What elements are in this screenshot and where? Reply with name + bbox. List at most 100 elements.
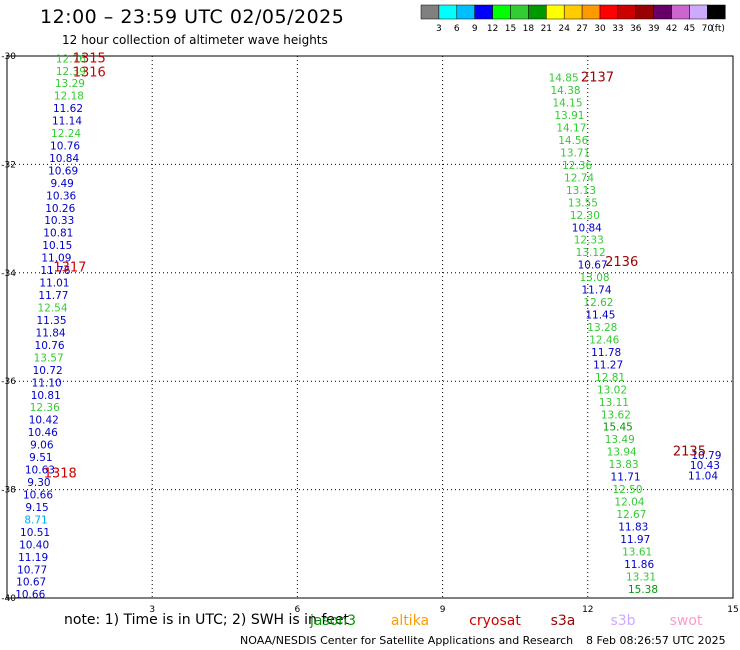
data-value-label: 13.55 — [568, 197, 598, 209]
data-value-label: 11.83 — [618, 521, 648, 533]
data-value-label: 11.97 — [620, 534, 650, 546]
data-value-label: 13.31 — [626, 571, 656, 583]
footer-timestamp: 8 Feb 08:26:57 UTC 2025 — [586, 634, 726, 647]
data-value-label: 11.27 — [593, 359, 623, 371]
data-value-label: 11.77 — [38, 290, 68, 302]
data-value-label: 10.69 — [48, 165, 78, 177]
data-value-label: 11.01 — [39, 278, 69, 290]
pass-number-label: 1318 — [44, 466, 77, 481]
data-value-label: 9.49 — [50, 178, 73, 190]
data-value-label: 10.51 — [20, 527, 50, 539]
colorbar-tick-label: 39 — [648, 24, 660, 34]
legend-entry: swot — [670, 613, 703, 629]
data-value-label: 11.04 — [688, 471, 718, 483]
footer-note-text: note: 1) Time is in UTC; 2) SWH is in fe… — [64, 612, 350, 628]
data-value-label: 11.86 — [624, 559, 654, 571]
chart-title: 12:00 – 23:59 UTC 02/05/2025 — [40, 6, 345, 28]
legend-entry: s3a — [551, 613, 576, 629]
data-value-label: 10.84 — [49, 153, 79, 165]
data-value-label: 12.54 — [37, 302, 67, 314]
colorbar-unit: (ft) — [711, 24, 725, 34]
colorbar-tick-label: 33 — [612, 24, 623, 34]
data-value-label: 10.81 — [43, 228, 73, 240]
colorbar-tick-label: 6 — [454, 24, 460, 34]
x-tick-label: 3 — [149, 605, 155, 615]
satellite-legend: jason3 altika cryosat s3a s3b swot — [309, 613, 703, 629]
x-tick-label: 6 — [295, 605, 301, 615]
y-tick-label: -34 — [1, 269, 16, 279]
colorbar-tick-label: 3 — [436, 24, 442, 34]
data-value-label: 13.61 — [622, 546, 652, 558]
data-value-label: 12.76 — [56, 54, 86, 66]
pass-number-label: 2136 — [605, 255, 638, 270]
data-value-label: 10.15 — [42, 240, 72, 252]
colorbar-tick-label: 12 — [487, 24, 498, 34]
colorbar-tick-label: 9 — [472, 24, 478, 34]
data-value-label: 12.33 — [574, 235, 604, 247]
data-value-label: 10.72 — [33, 365, 63, 377]
data-value-label: 10.67 — [16, 577, 46, 589]
data-value-label: 11.19 — [18, 552, 48, 564]
data-value-label: 11.84 — [36, 327, 66, 339]
data-value-label: 10.76 — [50, 140, 80, 152]
pass-number-label: 2135 — [673, 445, 706, 460]
data-value-label: 10.42 — [29, 415, 59, 427]
data-value-label: 11.78 — [591, 347, 621, 359]
colorbar-tick-label: 42 — [666, 24, 677, 34]
data-value-label: 13.94 — [607, 447, 637, 459]
colorbar-tick-label: 36 — [630, 24, 642, 34]
footer-note: note: 1) Time is in UTC; 2) SWH is in fe… — [64, 612, 349, 628]
data-value-label: 12.67 — [616, 509, 646, 521]
data-value-label: 12.36 — [562, 160, 592, 172]
data-value-label: 11.35 — [36, 315, 66, 327]
data-value-label: 15.38 — [628, 584, 658, 596]
chart-subtitle: 12 hour collection of altimeter wave hei… — [62, 33, 328, 47]
data-value-label: 10.81 — [31, 390, 61, 402]
data-value-label: 11.10 — [32, 377, 62, 389]
colorbar-tick-label: 18 — [523, 24, 535, 34]
data-value-label: 11.76 — [40, 265, 70, 277]
data-value-label: 13.11 — [599, 397, 629, 409]
colorbar-tick-label: 15 — [505, 24, 516, 34]
colorbar-tick-label: 24 — [558, 24, 570, 34]
footer-credit: NOAA/NESDIS Center for Satellite Applica… — [240, 634, 574, 647]
data-value-label: 12.36 — [30, 402, 60, 414]
data-value-label: 9.51 — [29, 452, 52, 464]
data-value-label: 15.45 — [603, 422, 633, 434]
pass-number-label: 1316 — [73, 65, 106, 80]
pass-number-label: 2137 — [581, 71, 614, 86]
data-value-label: 12.50 — [612, 484, 642, 496]
data-value-label: 10.33 — [44, 215, 74, 227]
data-value-label: 12.39 — [56, 66, 86, 78]
colorbar-tick-label: 45 — [684, 24, 695, 34]
data-value-label: 10.40 — [19, 539, 49, 551]
data-value-label: 10.76 — [35, 340, 65, 352]
data-value-label: 10.46 — [28, 427, 58, 439]
data-value-label: 12.24 — [51, 128, 81, 140]
data-value-label: 13.71 — [560, 147, 590, 159]
y-tick-label: -40 — [1, 594, 16, 604]
data-value-label: 11.14 — [52, 115, 82, 127]
colorbar-tick-label: 21 — [541, 24, 552, 34]
data-value-label: 14.15 — [552, 98, 582, 110]
x-tick-label: 15 — [727, 605, 738, 615]
data-value-label: 13.91 — [554, 110, 584, 122]
data-value-label: 10.79 — [691, 450, 721, 462]
data-value-label: 12.74 — [564, 172, 594, 184]
data-value-label: 12.18 — [54, 91, 84, 103]
legend-entry: jason3 — [309, 613, 356, 629]
data-value-label: 10.26 — [45, 203, 75, 215]
data-value-label: 11.09 — [41, 253, 71, 265]
data-value-label: 13.13 — [566, 185, 596, 197]
data-value-label: 13.12 — [576, 247, 606, 259]
data-value-label: 12.30 — [570, 210, 600, 222]
pass-number-label: 1317 — [53, 260, 86, 275]
colorbar-swatch — [707, 4, 726, 20]
data-value-label: 14.85 — [549, 73, 579, 85]
data-value-label: 10.66 — [23, 489, 53, 501]
data-value-label: 11.45 — [585, 310, 615, 322]
pass-number-label: 1315 — [73, 52, 106, 67]
y-tick-label: -38 — [1, 486, 16, 496]
